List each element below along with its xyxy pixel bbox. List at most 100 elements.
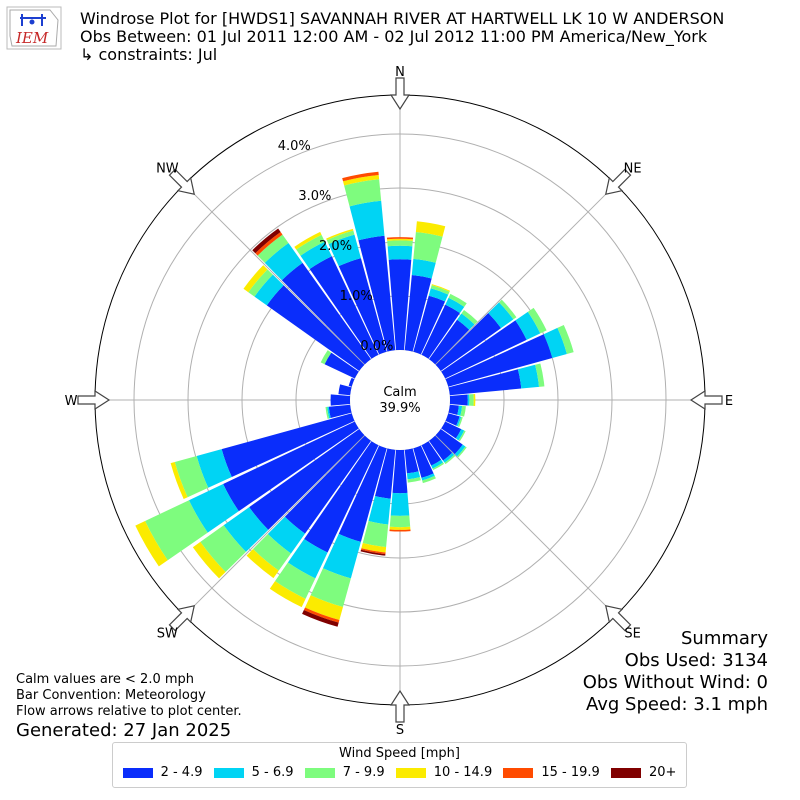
radial-tick-label: 4.0%	[278, 139, 311, 154]
compass-label-se: SE	[624, 627, 640, 642]
rose-bar-70-bin-2	[557, 325, 574, 355]
generated-date: Generated: 27 Jan 2025	[16, 720, 232, 741]
radial-tick-label: 0.0%	[360, 339, 393, 354]
rose-bar-180-bin-0	[392, 449, 408, 494]
calm-label: Calm	[383, 385, 416, 400]
rose-bar-110-bin-2	[457, 416, 463, 428]
compass-arrow-sw	[168, 604, 196, 632]
rose-bar-20-bin-2	[430, 285, 450, 295]
rose-bar-150-bin-2	[432, 462, 445, 471]
rose-bar-90-bin-3	[473, 393, 476, 407]
rose-bar-80-bin-2	[535, 363, 545, 387]
rose-bar-70-bin-0	[445, 334, 553, 387]
rose-bar-320-bin-1	[264, 243, 303, 281]
rose-bar-0-bin-2	[387, 240, 413, 247]
rose-bar-330-bin-3	[294, 231, 322, 250]
chart-title: Windrose Plot for [HWDS1] SAVANNAH RIVER…	[80, 9, 725, 28]
rose-bar-120-bin-2	[458, 430, 466, 442]
compass-label-w: W	[65, 394, 78, 409]
compass-arrow-ne	[604, 168, 632, 196]
rose-bar-50-bin-1	[488, 302, 514, 329]
rose-bar-100-bin-0	[448, 404, 459, 415]
rose-bar-170-bin-2	[407, 477, 421, 483]
rose-bar-240-bin-2	[145, 500, 208, 561]
compass-arrow-nw	[168, 168, 196, 196]
obs-between: Obs Between: 01 Jul 2011 12:00 AM - 02 J…	[80, 27, 708, 46]
rose-bar-160-bin-1	[421, 473, 435, 481]
grid-spoke	[435, 183, 617, 365]
radial-tick-label: 2.0%	[319, 239, 352, 254]
legend-label: 20+	[648, 765, 677, 780]
rose-bar-310-bin-1	[254, 274, 284, 306]
rose-bar-170-bin-1	[406, 471, 421, 480]
iem-logo: IEM	[6, 6, 62, 50]
calm-note: Calm values are < 2.0 mph	[16, 672, 195, 687]
rose-bar-240-bin-1	[188, 483, 239, 533]
rose-bar-200-bin-5	[302, 609, 339, 627]
rose-bar-200-bin-0	[338, 445, 387, 542]
rose-bar-120-bin-1	[455, 429, 465, 441]
rose-bar-250-bin-0	[221, 413, 355, 478]
rose-bar-330-bin-2	[296, 234, 325, 256]
legend-label: 10 - 14.9	[433, 765, 493, 780]
rose-bar-0-bin-1	[387, 245, 413, 260]
rose-bar-340-bin-0	[338, 258, 387, 355]
rose-bar-330-bin-0	[309, 256, 379, 359]
rose-bar-190-bin-3	[361, 542, 387, 553]
rose-bar-290-bin-0	[348, 377, 355, 387]
rose-bar-140-bin-2	[444, 454, 456, 465]
rose-bar-120-bin-0	[441, 421, 462, 439]
radial-tick-label: 1.0%	[340, 289, 373, 304]
rose-bar-220-bin-2	[253, 534, 291, 571]
legend-item-0: 2 - 4.9	[122, 765, 202, 780]
rose-bar-130-bin-2	[457, 446, 467, 458]
compass-label-nw: NW	[156, 161, 179, 176]
compass-label-ne: NE	[624, 161, 642, 176]
rose-bar-150-bin-1	[431, 459, 444, 469]
rose-bar-200-bin-1	[322, 533, 361, 579]
rose-bar-310-bin-0	[266, 285, 365, 372]
rose-bar-200-bin-3	[305, 595, 343, 621]
rose-bar-110-bin-1	[456, 416, 462, 427]
rose-bar-210-bin-3	[269, 581, 306, 608]
legend-item-1: 5 - 6.9	[213, 765, 294, 780]
legend-swatch	[395, 767, 426, 778]
grid-spoke	[183, 183, 365, 365]
summary-panel: Summary Obs Used: 3134 Obs Without Wind:…	[583, 628, 768, 716]
rose-bar-350-bin-1	[349, 200, 385, 241]
rose-bar-50-bin-2	[499, 299, 517, 320]
chart-header: Windrose Plot for [HWDS1] SAVANNAH RIVER…	[80, 10, 724, 64]
rose-bar-0-bin-0	[388, 259, 412, 351]
rose-bar-320-bin-4	[255, 232, 283, 256]
rose-bar-240-bin-3	[135, 521, 168, 567]
rose-bar-10-bin-1	[411, 258, 436, 279]
rose-bar-200-bin-2	[310, 568, 351, 607]
rose-bar-30-bin-2	[448, 293, 467, 307]
avg-speed: Avg Speed: 3.1 mph	[586, 694, 768, 715]
rose-bar-20-bin-1	[428, 288, 449, 302]
calm-center	[350, 350, 450, 450]
rose-bar-310-bin-3	[243, 265, 268, 293]
rose-bar-220-bin-0	[284, 435, 372, 534]
rose-bar-180-bin-3	[389, 526, 411, 530]
legend-swatch	[213, 767, 244, 778]
rose-bar-0-bin-4	[386, 237, 414, 240]
compass-label-n: N	[395, 65, 405, 80]
rose-bar-20-bin-0	[413, 295, 446, 355]
legend-swatch	[610, 767, 641, 778]
summary-title: Summary	[681, 628, 768, 649]
rose-bar-160-bin-2	[422, 475, 436, 484]
rose-bar-170-bin-0	[404, 448, 419, 474]
compass-arrow-s	[389, 689, 411, 723]
rose-bar-250-bin-1	[196, 449, 232, 488]
rose-bar-190-bin-5	[360, 549, 386, 556]
legend-item-2: 7 - 9.9	[304, 765, 385, 780]
rose-bar-350-bin-4	[342, 171, 379, 182]
rose-bar-190-bin-2	[362, 521, 389, 548]
legend-item-3: 10 - 14.9	[395, 765, 493, 780]
rose-bar-300-bin-2	[320, 350, 332, 365]
rose-bar-270-bin-0	[330, 394, 351, 406]
rose-bar-90-bin-2	[469, 394, 474, 406]
rose-bar-230-bin-1	[223, 507, 269, 552]
rose-bar-130-bin-1	[454, 444, 466, 457]
